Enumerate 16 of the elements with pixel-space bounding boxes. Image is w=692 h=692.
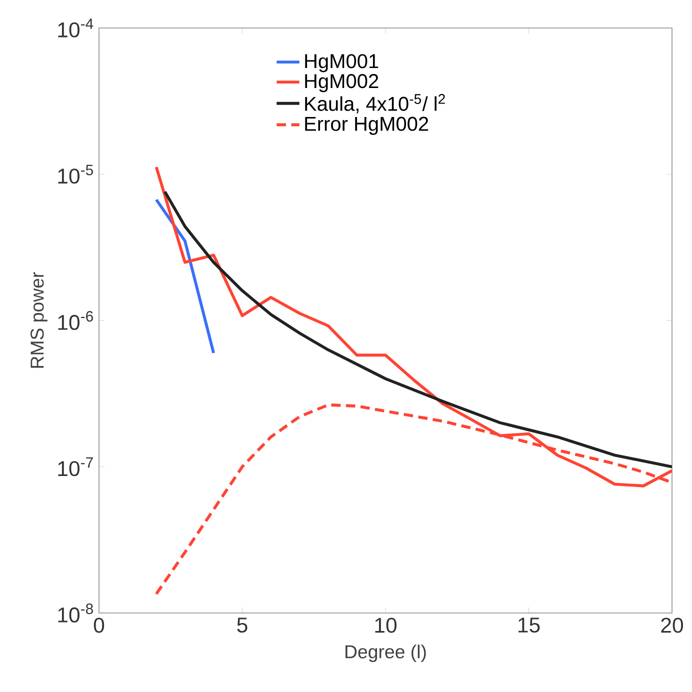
y-tick-label: 10$^{-5}$ <box>58 164 93 184</box>
legend-label: Kaula, 4x10$^{-5}$/ l$^{2}$ <box>305 94 445 114</box>
x-tick-label: 15 <box>518 618 540 633</box>
y-tick-label: 10$^{-6}$ <box>58 311 93 330</box>
y-tick-label: 10$^{-7}$ <box>58 457 93 476</box>
x-tick-label: 10 <box>375 618 397 633</box>
x-axis-title: Degree (l) <box>346 644 426 662</box>
y-axis-title: RMS power <box>30 272 48 368</box>
x-tick-label: 5 <box>237 618 248 633</box>
legend-label: HgM002 <box>305 74 378 92</box>
legend-label: HgM001 <box>305 54 378 72</box>
x-tick-label: 20 <box>661 618 684 633</box>
legend-label: Error HgM002 <box>305 116 428 135</box>
y-tick-label: 10$^{-8}$ <box>58 604 93 623</box>
y-tick-label: 10$^{-4}$ <box>58 18 94 38</box>
x-tick-label: 0 <box>94 618 104 633</box>
